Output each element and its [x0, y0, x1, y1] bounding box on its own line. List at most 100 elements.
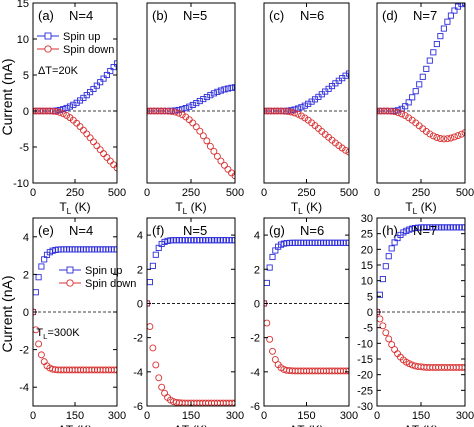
spin-down-point [345, 367, 349, 375]
spin-down-point [377, 107, 384, 115]
spin-down-point [391, 346, 399, 354]
legend-marker-circle [66, 279, 74, 287]
spin-up-point [430, 49, 437, 56]
spin-down-point [83, 130, 91, 138]
spin-down-point [39, 107, 47, 115]
spin-down-point [161, 389, 169, 397]
spin-down-point [426, 130, 434, 138]
spin-up-point [35, 274, 42, 281]
spin-down-point [113, 164, 117, 172]
spin-down-point [267, 107, 275, 115]
spin-down-point [157, 107, 165, 115]
plot-frame [263, 217, 350, 407]
spin-down-point [155, 374, 163, 382]
spin-down-point [422, 127, 430, 135]
spin-down-point [342, 367, 349, 375]
x-tick-label: 300 [456, 410, 474, 422]
spin-up-point [423, 65, 430, 72]
spin-down-point [264, 107, 268, 115]
spin-down-point [192, 123, 200, 131]
y-tick-label: 2 [254, 264, 260, 276]
y-tick-label: 0 [23, 106, 29, 118]
y-tick-label: -30 [357, 401, 373, 413]
spin-down-point [110, 161, 117, 169]
spin-up-point [382, 263, 389, 270]
spin-down-point [152, 361, 160, 369]
spin-down-point [271, 356, 279, 363]
x-tick-label: 150 [412, 410, 430, 422]
spin-up-point [56, 106, 63, 114]
spin-down-point [210, 147, 218, 155]
spin-up-point [110, 64, 117, 71]
spin-down-point [110, 366, 117, 374]
series-markers [264, 239, 349, 375]
spin-up-point [103, 71, 110, 79]
spin-down-point [382, 329, 390, 337]
x-tick-label: 0 [374, 187, 380, 199]
spin-down-point [213, 152, 221, 160]
spin-down-point [447, 134, 455, 142]
x-axis-title: TL (K) [291, 200, 322, 216]
spin-down-point [206, 142, 214, 150]
x-tick-label: 150 [182, 410, 200, 422]
spin-up-point [447, 12, 454, 19]
panel-letter: (f) [152, 223, 164, 238]
y-tick-label: -6 [250, 401, 260, 413]
spin-up-point [38, 263, 45, 270]
spin-down-point [461, 129, 465, 137]
panel-title: N=6 [300, 223, 324, 238]
spin-down-point [269, 347, 276, 355]
spin-up-point [301, 102, 308, 109]
panel-h: 0 150 300 ΔT (K) 30 25 20 15 10 5 0 -5 -10 -15 -20 -25 -… [357, 213, 474, 427]
spin-up-point [228, 84, 235, 91]
panel-letter: (h) [382, 223, 398, 238]
series-markers [264, 70, 349, 156]
panel-title: N=4 [69, 223, 93, 238]
panel-title: N=4 [69, 8, 93, 23]
y-tick-label: -4 [19, 382, 29, 394]
spin-up-point [419, 73, 426, 80]
spin-down-point [178, 111, 186, 119]
panel-g: 0 150 300 ΔT (K) 4 2 0 -2 -4 -6 (g) N=6 [250, 217, 358, 427]
spin-up-point [409, 94, 416, 101]
spin-down-point [294, 110, 302, 118]
spin-down-point [149, 344, 157, 352]
series-markers [147, 237, 235, 406]
spin-up-point [149, 262, 156, 269]
spin-down-point [385, 335, 393, 343]
y-tick-label: 25 [361, 229, 373, 241]
spin-down-point [217, 157, 225, 165]
spin-up-point [395, 107, 402, 114]
spin-up-point [298, 104, 305, 111]
spin-up-point [200, 95, 207, 103]
series-markers [377, 3, 465, 143]
panel-b: 0 250 500 TL (K) (b) N=5 [144, 2, 244, 216]
spin-down-point [264, 319, 271, 327]
y-tick-label: 10 [17, 34, 29, 46]
x-axis-title: TL (K) [405, 200, 436, 216]
legend-marker-circle [44, 45, 52, 53]
y-tick-label: 0 [137, 298, 143, 310]
spin-down-point [175, 109, 183, 117]
spin-down-point [56, 108, 64, 116]
spin-up-point [405, 99, 412, 106]
legend-marker-square [66, 266, 74, 274]
spin-down-point [388, 341, 396, 349]
spin-up-point [152, 251, 159, 258]
y-tick-label: 30 [361, 213, 373, 225]
spin-down-point [86, 134, 94, 142]
y-tick-label: -2 [19, 345, 29, 357]
spin-up-point [264, 279, 270, 286]
spin-down-point [231, 399, 235, 406]
spin-down-point [379, 322, 387, 330]
spin-down-point [391, 108, 399, 116]
spin-down-point [196, 127, 204, 135]
spin-down-point [199, 132, 207, 140]
spin-down-point [429, 132, 437, 140]
spin-down-point [37, 351, 45, 359]
y-tick-label: 0 [23, 307, 29, 319]
y-tick-label: -4 [133, 367, 143, 379]
spin-down-point [266, 335, 274, 343]
spin-up-point [63, 104, 70, 112]
spin-down-point [63, 112, 71, 119]
